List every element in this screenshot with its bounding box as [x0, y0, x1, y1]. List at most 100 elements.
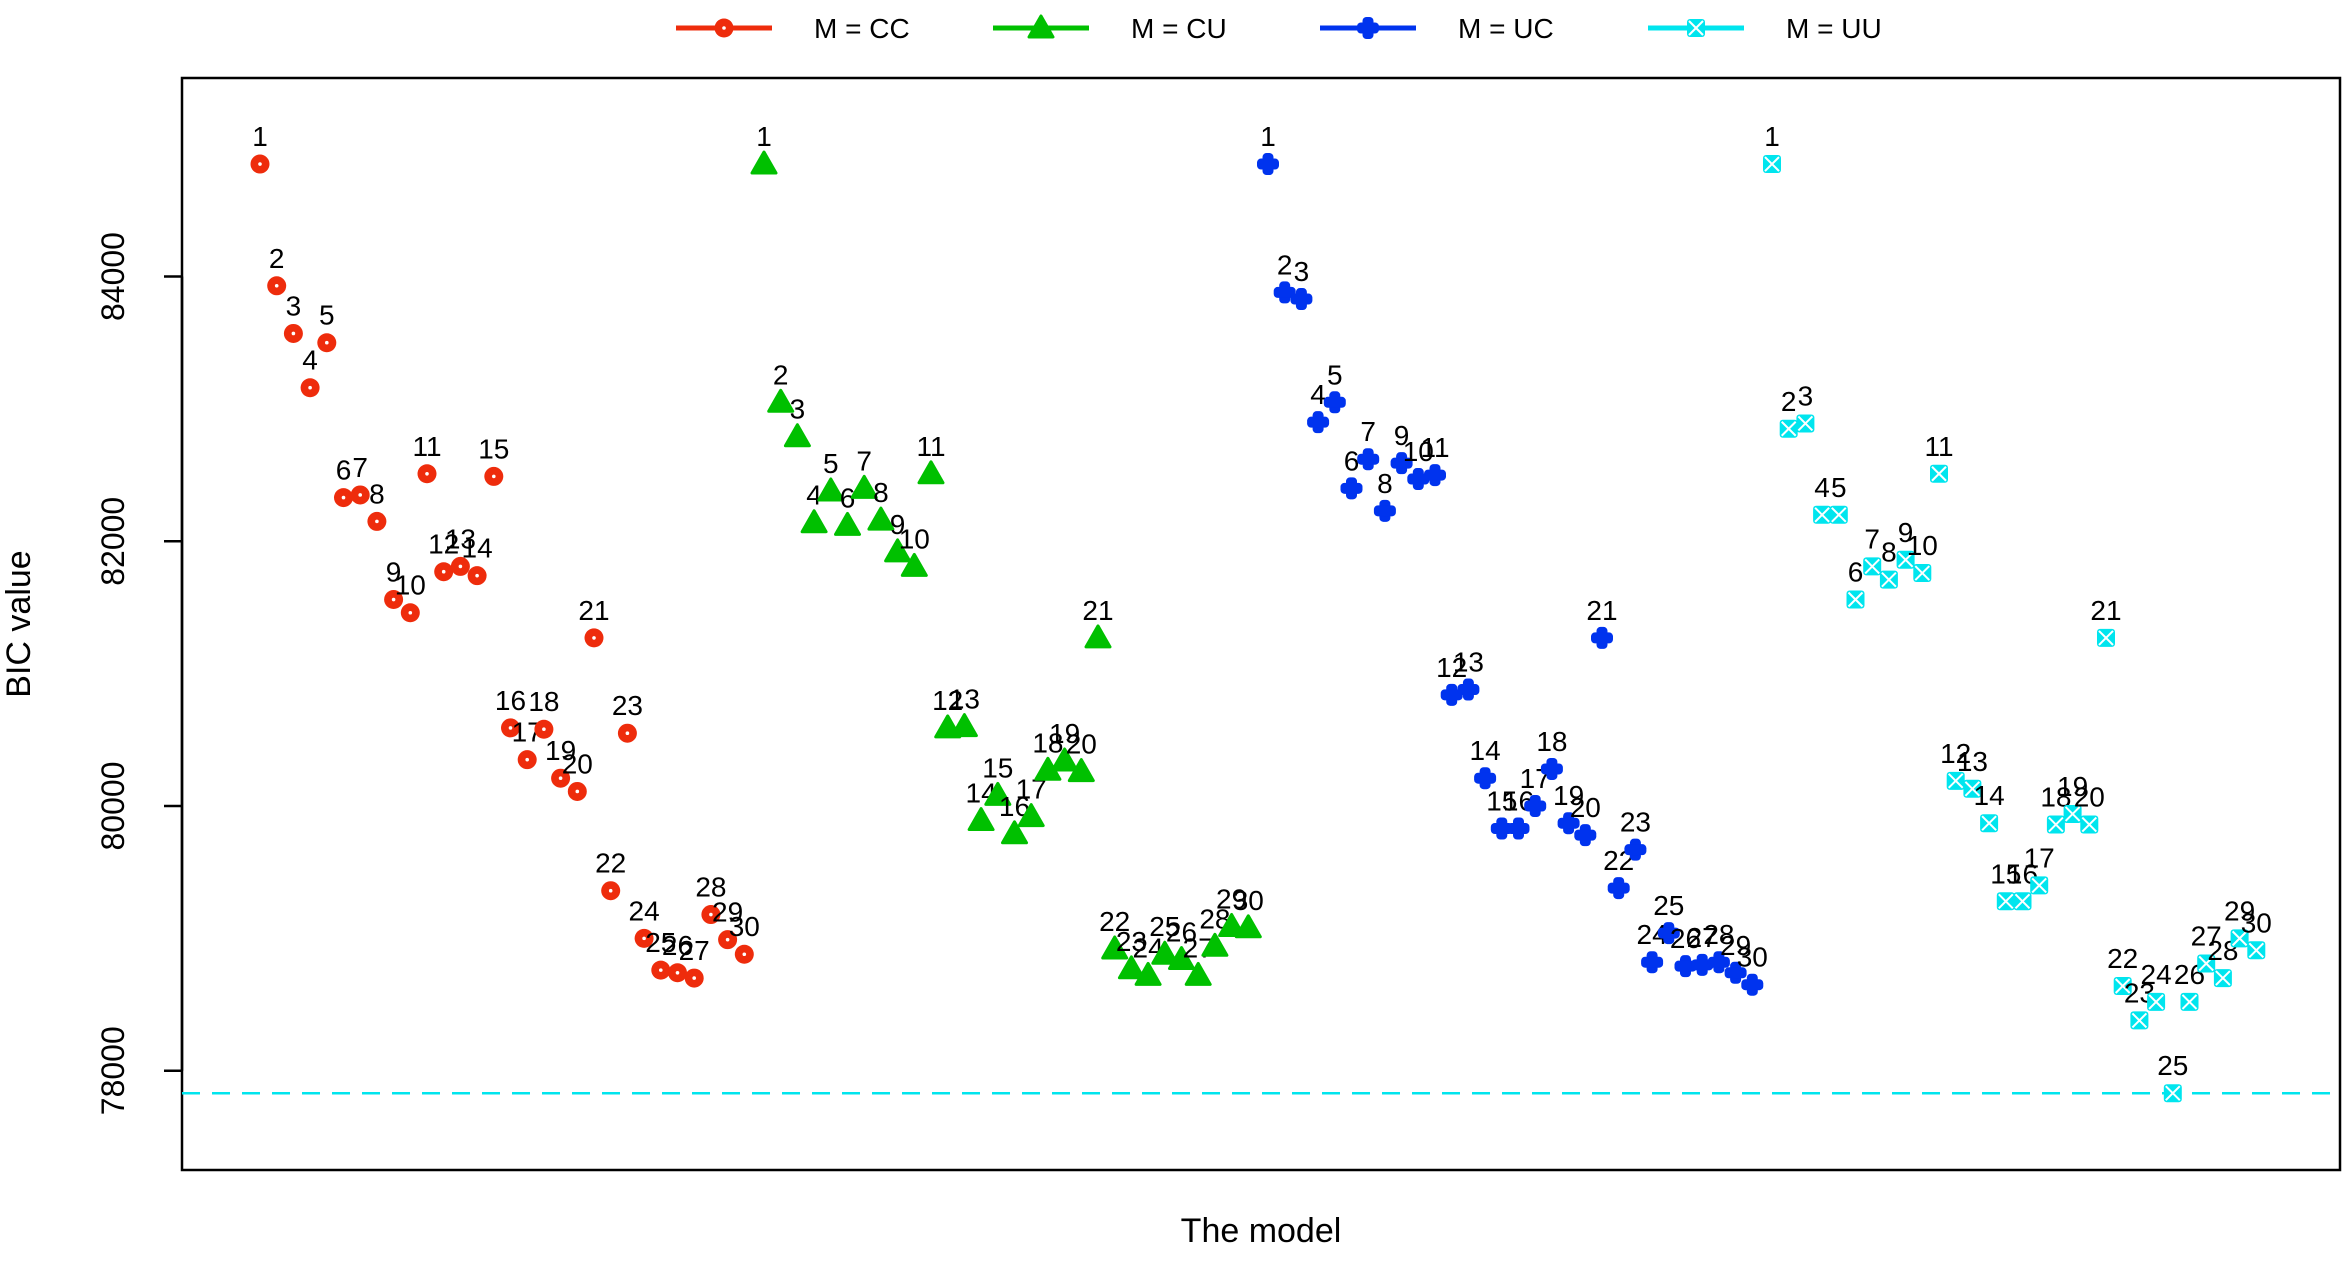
data-point	[601, 881, 621, 901]
point-label: 3	[1798, 380, 1814, 411]
point-label: 7	[352, 452, 368, 483]
data-point	[1607, 877, 1630, 900]
data-point	[1946, 771, 1965, 790]
y-axis-title: BIC value	[0, 550, 38, 697]
data-point	[1184, 961, 1212, 986]
point-label: 25	[645, 927, 676, 958]
series-muc: 12 34567891011121314151617181920212223242…	[1257, 121, 1768, 996]
point-label: 6	[840, 482, 856, 513]
data-point	[1691, 953, 1714, 976]
point-label: 28	[695, 872, 726, 903]
legend-marker	[1027, 14, 1055, 39]
point-label: 20	[562, 748, 593, 779]
point-label: 30	[1233, 885, 1264, 916]
data-point	[1373, 499, 1396, 522]
data-point	[1879, 570, 1898, 589]
point-label: 15	[1486, 786, 1517, 817]
data-point	[1540, 757, 1563, 780]
point-label: 21	[1586, 595, 1617, 626]
legend: M = CC M = CU M = UC M = UU	[676, 13, 1882, 44]
data-point	[1930, 464, 1948, 483]
data-point	[2230, 929, 2249, 948]
data-point	[2097, 628, 2115, 647]
point-label: 20	[1066, 729, 1097, 760]
point-label: 14	[462, 533, 493, 564]
legend-entry: M = CC	[676, 13, 910, 44]
point-label: 15	[982, 752, 1013, 783]
point-label: 5	[1327, 359, 1343, 390]
legend-marker	[1357, 17, 1379, 39]
data-point	[1273, 281, 1296, 304]
data-point	[1407, 468, 1430, 491]
y-tick-label: 78000	[95, 1026, 131, 1115]
point-label: 19	[1049, 718, 1080, 749]
series-muu: 12 34 567 891011121314151617181920212223242…	[1763, 121, 2272, 1103]
point-label: 11	[1924, 431, 1953, 462]
data-point	[1980, 814, 1999, 833]
point-label: 6	[1848, 557, 1864, 588]
data-point	[1796, 414, 1815, 433]
data-point	[2180, 992, 2199, 1011]
point-label: 23	[1116, 926, 1147, 957]
data-point	[400, 603, 420, 623]
data-point	[1574, 824, 1597, 847]
point-label: 4	[806, 480, 822, 511]
plot-frame	[180, 76, 2342, 1172]
data-point	[267, 276, 287, 296]
data-point	[617, 723, 637, 743]
point-label: 13	[445, 523, 476, 554]
data-point	[2147, 992, 2166, 1011]
point-label: 1	[252, 121, 268, 152]
point-label: 2	[1781, 386, 1797, 417]
point-label: 4	[302, 345, 318, 376]
legend-label: M = CC	[814, 13, 910, 44]
point-label: 26	[1670, 923, 1701, 954]
data-point	[701, 905, 721, 925]
point-label: 1	[1764, 121, 1780, 152]
data-point	[1218, 912, 1246, 937]
point-label: 25	[2157, 1050, 2188, 1081]
data-point	[367, 511, 387, 531]
data-point	[734, 944, 754, 964]
data-point	[1290, 288, 1313, 311]
point-label: 12	[1940, 738, 1971, 769]
data-point	[1963, 779, 1982, 798]
point-label: 19	[545, 735, 576, 766]
data-point	[1017, 803, 1045, 828]
point-label: 19	[2057, 771, 2088, 802]
legend-entry: M = CU	[993, 13, 1227, 44]
data-point	[967, 807, 995, 832]
point-label: 11	[916, 431, 945, 462]
point-label: 30	[2241, 907, 2272, 938]
point-label: 29	[2224, 895, 2255, 926]
point-label: 13	[1453, 647, 1484, 678]
data-point	[767, 388, 795, 413]
data-point	[1474, 767, 1497, 790]
point-label: 11	[412, 431, 441, 462]
data-point	[1557, 812, 1580, 835]
point-label: 15	[478, 433, 509, 464]
point-label: 2	[1277, 249, 1293, 280]
point-label: 3	[790, 394, 806, 425]
data-point	[567, 781, 587, 801]
data-point	[2013, 892, 2032, 911]
legend-entry: M = UC	[1320, 13, 1554, 44]
data-point	[1591, 626, 1613, 649]
point-label: 16	[495, 685, 526, 716]
y-tick-label: 80000	[95, 762, 131, 851]
point-label: 19	[1553, 780, 1584, 811]
data-point	[718, 930, 738, 950]
data-point	[484, 466, 504, 486]
data-point	[1741, 973, 1764, 996]
point-label: 12	[1436, 652, 1467, 683]
data-point	[1234, 914, 1262, 939]
data-point	[1524, 795, 1547, 817]
point-label: 8	[1881, 537, 1897, 568]
data-point	[884, 538, 912, 563]
data-point	[651, 960, 671, 980]
point-label: 8	[1377, 468, 1393, 499]
data-point	[1657, 922, 1680, 945]
point-label: 10	[899, 523, 930, 554]
point-label: 22	[595, 848, 626, 879]
